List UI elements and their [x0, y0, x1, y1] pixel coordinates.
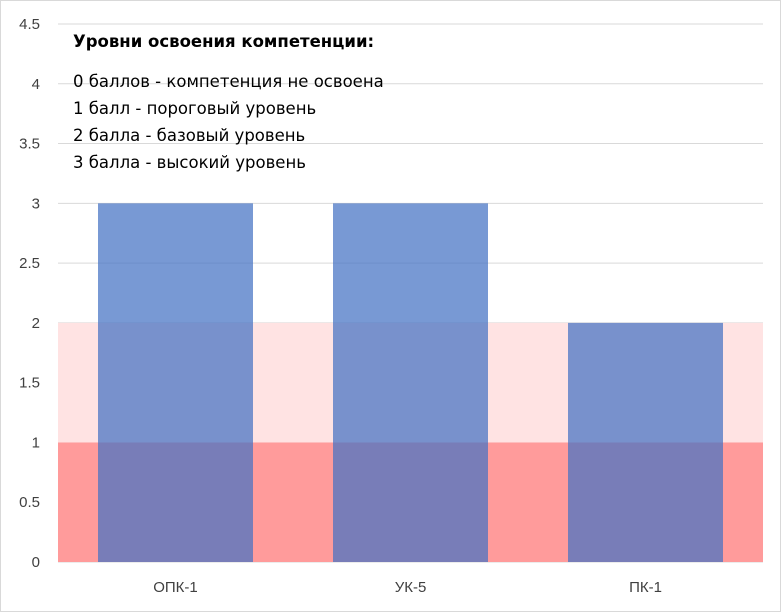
bar-0	[98, 203, 253, 563]
y-tick-label-8: 4	[32, 76, 40, 93]
y-tick-label-3: 1.5	[19, 375, 40, 392]
x-axis: ОПК-1 УК-5 ПК-1	[153, 579, 662, 596]
legend-box: Уровни освоения компетенции: 0 баллов - …	[73, 28, 384, 176]
bars	[98, 203, 723, 563]
legend-title: Уровни освоения компетенции:	[73, 32, 375, 51]
y-axis: 0 0.5 1 1.5 2 2.5 3 3.5 4 4.5	[19, 16, 40, 571]
y-tick-label-9: 4.5	[19, 16, 40, 33]
x-tick-label-1: УК-5	[395, 579, 427, 596]
legend-line-3: 3 балла - высокий уровень	[73, 153, 306, 172]
bar-2	[568, 322, 723, 562]
x-tick-label-0: ОПК-1	[153, 579, 198, 596]
legend-line-1: 1 балл - пороговый уровень	[73, 99, 317, 118]
y-tick-label-4: 2	[32, 315, 40, 332]
y-tick-label-1: 0.5	[19, 494, 40, 511]
x-tick-label-2: ПК-1	[629, 579, 662, 596]
legend-line-2: 2 балла - базовый уровень	[73, 126, 306, 145]
bar-1	[333, 203, 488, 563]
y-tick-label-5: 2.5	[19, 255, 40, 272]
y-tick-label-0: 0	[32, 554, 40, 571]
y-tick-label-6: 3	[32, 195, 40, 212]
y-tick-label-7: 3.5	[19, 136, 40, 153]
legend-line-0: 0 баллов - компетенция не освоена	[73, 72, 384, 91]
y-tick-label-2: 1	[32, 434, 40, 451]
